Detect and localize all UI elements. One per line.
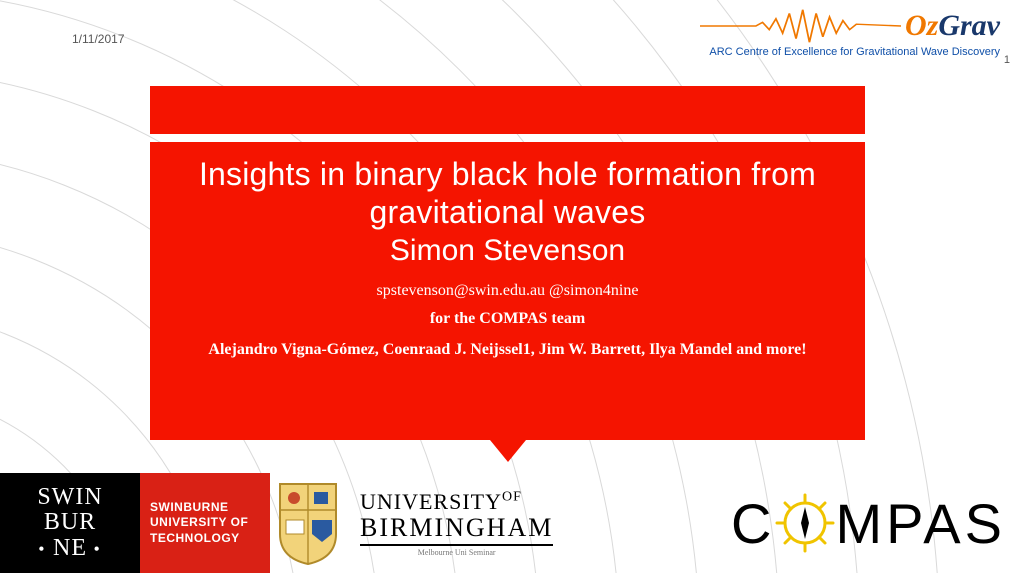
swin-name-2: UNIVERSITY OF [150, 515, 248, 531]
swinburne-block: SWIN BUR • NE • [0, 473, 140, 573]
logo-row: SWIN BUR • NE • SWINBURNE UNIVERSITY OF … [0, 473, 1020, 573]
compas-right: MPAS [835, 491, 1006, 556]
swin-l2: BUR [44, 510, 96, 535]
swinburne-logo: SWIN BUR • NE • SWINBURNE UNIVERSITY OF … [0, 473, 270, 573]
swin-name-3: TECHNOLOGY [150, 531, 240, 547]
author-name: Simon Stevenson [390, 234, 625, 268]
ozgrav-oz: Oz [905, 9, 938, 42]
slide-root: 1/11/2017 1 OzGrav ARC Centre of Excelle… [0, 0, 1020, 573]
hero-top-bar [150, 86, 865, 134]
hero-pointer-icon [490, 440, 526, 462]
swinburne-name: SWINBURNE UNIVERSITY OF TECHNOLOGY [140, 473, 270, 573]
bham-university: UNIVERSITY [360, 489, 502, 514]
swin-l3: • NE • [38, 536, 102, 561]
page-number: 1 [1004, 54, 1010, 66]
waveform-icon [700, 8, 901, 44]
compas-left: C [731, 491, 775, 556]
author-contact: spstevenson@swin.edu.au @simon4nine [377, 282, 639, 300]
bham-of: OF [502, 490, 522, 505]
title-line1: Insights in binary black hole formation … [199, 156, 816, 192]
swin-l1: SWIN [37, 485, 102, 510]
slide-date: 1/11/2017 [72, 32, 125, 46]
title-line2: gravitational waves [370, 194, 646, 230]
bham-line2: BIRMINGHAM [360, 513, 553, 546]
birmingham-crest-icon [276, 480, 340, 566]
compas-logo: C MPAS [731, 491, 1006, 556]
talk-title: Insights in binary black hole formation … [199, 156, 816, 232]
ozgrav-wordmark: OzGrav [905, 9, 1000, 43]
bham-line1: UNIVERSITYOF [360, 489, 522, 515]
swin-name-1: SWINBURNE [150, 500, 229, 516]
compass-sun-icon [773, 491, 837, 555]
for-team-line: for the COMPAS team [430, 310, 585, 328]
birmingham-logo: UNIVERSITYOF BIRMINGHAM Melbourne Uni Se… [360, 489, 553, 557]
ozgrav-grav: Grav [938, 9, 1000, 42]
footer-note: Melbourne Uni Seminar [418, 548, 496, 557]
team-members: Alejandro Vigna-Gómez, Coenraad J. Neijs… [208, 340, 806, 361]
ozgrav-subtitle: ARC Centre of Excellence for Gravitation… [700, 46, 1000, 58]
hero-panel: Insights in binary black hole formation … [150, 142, 865, 440]
ozgrav-logo: OzGrav ARC Centre of Excellence for Grav… [700, 8, 1000, 58]
